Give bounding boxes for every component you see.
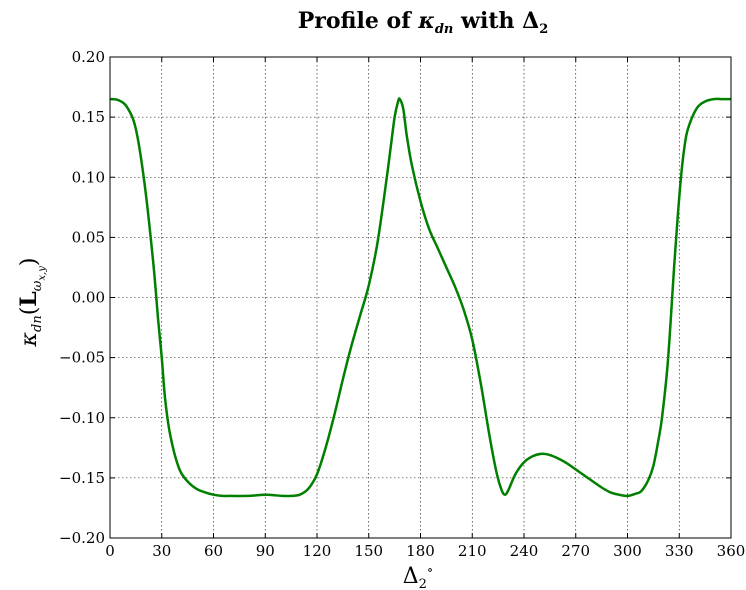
y-tick-label: 0.05	[72, 228, 105, 246]
series-line	[109, 97, 731, 498]
y-tick-label: −0.10	[59, 409, 105, 427]
y-tick-labels: −0.20 −0.15 −0.10 −0.05 0.00 0.05 0.10 0.15 0.20	[59, 48, 105, 547]
y-axis-label: κdn(Lωx,y)	[16, 258, 48, 348]
grid	[109, 56, 732, 539]
y-tick-label: 0.00	[72, 289, 105, 307]
y-tick-label: 0.20	[72, 48, 105, 66]
x-tick-label: 210	[458, 542, 487, 560]
x-tick-labels: 0 30 60 90 120 150 180 210 240 270 300 330 360	[105, 542, 745, 560]
x-tick-label: 180	[406, 542, 435, 560]
x-tick-label: 330	[665, 542, 694, 560]
chart-title: Profile of κdn with Δ2	[298, 8, 549, 37]
x-tick-label: 150	[354, 542, 383, 560]
x-tick-label: 0	[105, 542, 115, 560]
x-tick-label: 360	[717, 542, 746, 560]
x-axis-label: Δ2∘	[403, 563, 434, 590]
x-tick-label: 30	[152, 542, 171, 560]
x-tick-label: 90	[256, 542, 275, 560]
y-tick-label: 0.15	[72, 108, 105, 126]
y-tick-label: −0.05	[59, 349, 105, 367]
x-tick-label: 300	[613, 542, 642, 560]
x-tick-label: 120	[303, 542, 332, 560]
x-tick-label: 60	[204, 542, 223, 560]
x-tick-label: 270	[561, 542, 590, 560]
y-tick-label: −0.20	[59, 529, 105, 547]
x-tick-label: 240	[510, 542, 539, 560]
plot-frame	[109, 56, 732, 539]
y-tick-label: −0.15	[59, 469, 105, 487]
y-tick-label: 0.10	[72, 168, 105, 186]
